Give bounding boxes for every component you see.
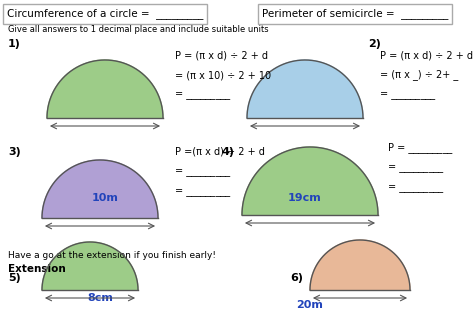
Text: 6): 6): [290, 273, 303, 283]
Text: P = (π x d) ÷ 2 + d: P = (π x d) ÷ 2 + d: [380, 50, 473, 60]
Text: P =(π x d) ÷ 2 + d: P =(π x d) ÷ 2 + d: [175, 147, 265, 157]
Text: = _________: = _________: [175, 167, 230, 177]
Text: = (π x 10) ÷ 2 + 10: = (π x 10) ÷ 2 + 10: [175, 70, 271, 80]
Polygon shape: [47, 60, 163, 118]
Text: 8cm: 8cm: [87, 293, 113, 303]
Text: 19cm: 19cm: [288, 193, 322, 203]
Text: 20m: 20m: [297, 300, 323, 310]
Text: = _________: = _________: [380, 90, 435, 100]
Text: = _________: = _________: [388, 163, 443, 173]
Polygon shape: [42, 160, 158, 218]
Text: Extension: Extension: [8, 264, 66, 274]
Text: Perimeter of semicircle =  _________: Perimeter of semicircle = _________: [262, 9, 448, 19]
Text: 5): 5): [8, 273, 21, 283]
Text: 3): 3): [8, 147, 21, 157]
Text: P = (π x d) ÷ 2 + d: P = (π x d) ÷ 2 + d: [175, 50, 268, 60]
Text: 1): 1): [8, 39, 21, 49]
Text: 4): 4): [222, 147, 235, 157]
Text: Give all answers to 1 decimal place and include suitable units: Give all answers to 1 decimal place and …: [8, 25, 269, 34]
Polygon shape: [42, 242, 138, 290]
Text: 10m: 10m: [91, 193, 118, 203]
Polygon shape: [247, 60, 363, 118]
Text: Have a go at the extension if you finish early!: Have a go at the extension if you finish…: [8, 250, 216, 260]
Text: = (π x _) ÷ 2+ _: = (π x _) ÷ 2+ _: [380, 69, 458, 80]
Text: = _________: = _________: [175, 187, 230, 197]
Polygon shape: [310, 240, 410, 290]
Text: P = _________: P = _________: [388, 143, 452, 153]
Text: 2): 2): [368, 39, 381, 49]
Text: = _________: = _________: [175, 90, 230, 100]
Text: Circumference of a circle =  _________: Circumference of a circle = _________: [7, 9, 203, 19]
Polygon shape: [242, 147, 378, 215]
Text: = _________: = _________: [388, 183, 443, 193]
